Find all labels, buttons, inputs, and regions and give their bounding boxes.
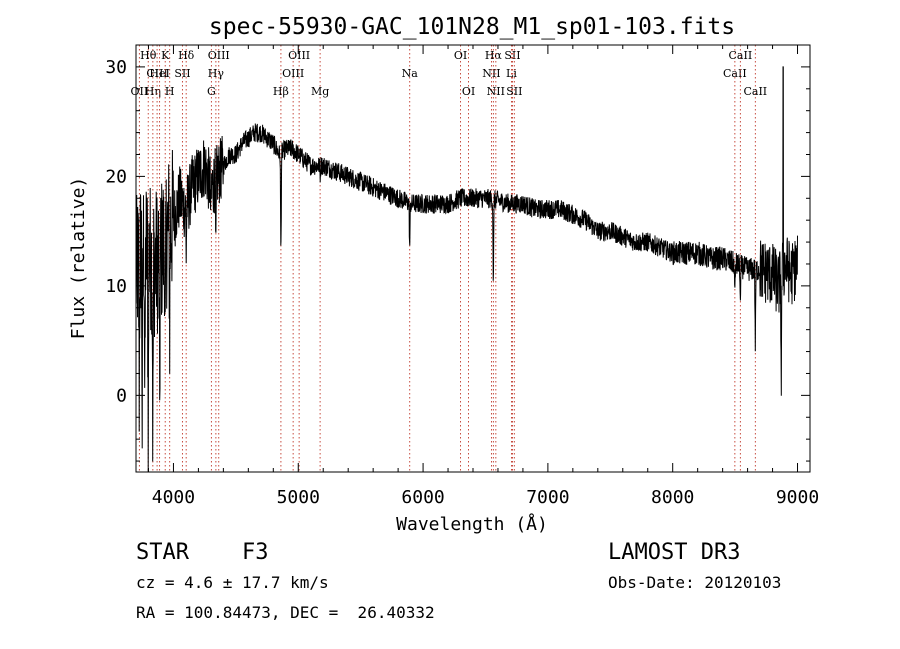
line-label-0-0: OII [131, 85, 149, 98]
line-label-8-0: Hδ [178, 49, 195, 62]
line-label-15-0: Mg [311, 85, 329, 98]
line-label-5-0: K [161, 49, 170, 62]
flux-line [135, 66, 798, 473]
y-axis: 0 10 20 30 [105, 44, 810, 462]
line-label-2-0: Hη [145, 85, 161, 98]
line-label-9-0: G [207, 85, 216, 98]
coordinates-text: RA = 100.84473, DEC = 26.40332 [136, 603, 435, 622]
line-label-26-0: CaII [729, 49, 753, 62]
object-class: STAR [136, 540, 189, 565]
x-tick-label-3: 7000 [526, 487, 569, 508]
redshift-text: cz = 4.6 ± 17.7 km/s [136, 573, 329, 592]
x-tick-label-5: 9000 [776, 487, 819, 508]
line-label-17-0: OI [454, 49, 467, 62]
line-label-27-0: CaII [743, 85, 767, 98]
line-label-18-0: OI [462, 85, 475, 98]
x-tick-label-2: 6000 [401, 487, 444, 508]
y-axis-label: Flux (relative) [68, 177, 89, 340]
y-tick-label-2: 20 [105, 166, 127, 187]
x-tick-label-0: 4000 [152, 487, 195, 508]
x-axis: 4000 5000 6000 7000 8000 9000 [147, 45, 819, 508]
y-tick-label-0: 0 [116, 385, 127, 406]
spectrum-series [135, 66, 798, 473]
line-label-7-0: SII [174, 67, 190, 80]
object-subclass: F3 [242, 540, 269, 565]
survey-name: LAMOST DR3 [608, 540, 741, 565]
line-label-3-0: CIII [146, 67, 167, 80]
line-label-25-0: CaII [723, 67, 747, 80]
line-label-11-0: OIII [208, 49, 230, 62]
line-label-20-0: Hα [485, 49, 503, 62]
line-label-13-0: OIII [282, 67, 304, 80]
line-label-4-0: HeI [149, 67, 169, 80]
line-label-19-0: NII [482, 67, 500, 80]
line-label-1-0: Hθ [140, 49, 157, 62]
line-label-22-0: Li [506, 67, 517, 80]
line-label-6-0: H [165, 85, 175, 98]
spectrum-chart: spec-55930-GAC_101N28_M1_sp01-103.fits O… [68, 14, 819, 535]
x-tick-label-4: 8000 [651, 487, 694, 508]
line-label-24-0: SII [506, 85, 522, 98]
line-label-14-0: OIII [288, 49, 310, 62]
y-tick-label-1: 10 [105, 276, 127, 297]
x-tick-label-1: 5000 [277, 487, 320, 508]
chart-title: spec-55930-GAC_101N28_M1_sp01-103.fits [209, 14, 735, 40]
x-axis-label: Wavelength (Å) [396, 513, 548, 535]
line-label-10-0: Hγ [208, 67, 225, 80]
observation-date: Obs-Date: 20120103 [608, 573, 782, 592]
line-label-16-0: Na [402, 67, 419, 80]
line-label-23-0: SII [504, 49, 520, 62]
line-label-12-0: Hβ [273, 85, 289, 98]
y-tick-label-3: 30 [105, 57, 127, 78]
line-label-21-0: NII [487, 85, 505, 98]
